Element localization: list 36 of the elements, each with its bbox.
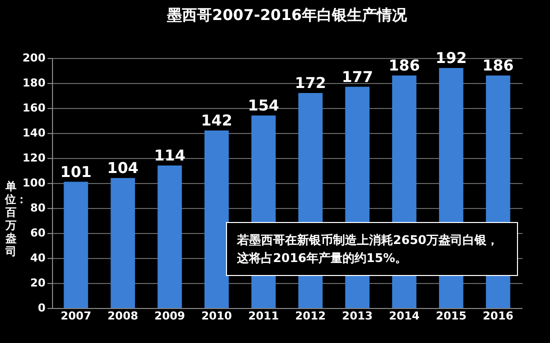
x-tick-label: 2014 — [388, 310, 420, 322]
y-tick-label: 60 — [30, 226, 46, 240]
bar — [110, 178, 135, 308]
x-tick-label: 2012 — [295, 310, 326, 322]
y-tick-label: 200 — [22, 52, 46, 64]
x-tick-label: 2016 — [482, 310, 514, 322]
bar — [204, 130, 229, 308]
x-tick-label: 2008 — [108, 310, 138, 322]
x-tick-label: 2011 — [248, 310, 279, 322]
x-tick-label: 2015 — [436, 310, 466, 322]
data-label: 104 — [107, 159, 138, 177]
data-label: 186 — [482, 56, 514, 74]
y-tick-label: 120 — [22, 152, 46, 164]
y-tick-label: 180 — [22, 76, 46, 90]
bar — [158, 166, 182, 308]
annotation: 若墨西哥在新银币制造上消耗2650万盎司白银，这将占2016年产量的约15%。 — [226, 222, 518, 276]
data-label: 101 — [60, 162, 92, 181]
y-tick-label: 40 — [30, 252, 46, 264]
data-label: 177 — [342, 68, 374, 86]
data-label: 186 — [388, 56, 420, 74]
bar — [64, 182, 88, 308]
y-tick-label: 0 — [38, 302, 46, 314]
data-label: 172 — [294, 74, 326, 92]
x-tick-label: 2007 — [60, 310, 92, 322]
chart-title: 墨西哥2007-2016年白银生产情况 — [166, 6, 408, 24]
data-label: 114 — [154, 146, 186, 164]
x-tick-label: 2010 — [201, 310, 232, 322]
x-tick-label: 2013 — [342, 310, 373, 322]
data-label: 142 — [200, 112, 232, 130]
y-tick-label: 160 — [22, 102, 46, 114]
data-label: 154 — [248, 96, 280, 114]
y-tick-label: 80 — [30, 202, 46, 214]
y-tick-label: 140 — [22, 126, 46, 140]
x-tick-label: 2009 — [154, 310, 186, 322]
data-label: 192 — [436, 49, 467, 67]
y-tick-label: 20 — [30, 276, 46, 290]
